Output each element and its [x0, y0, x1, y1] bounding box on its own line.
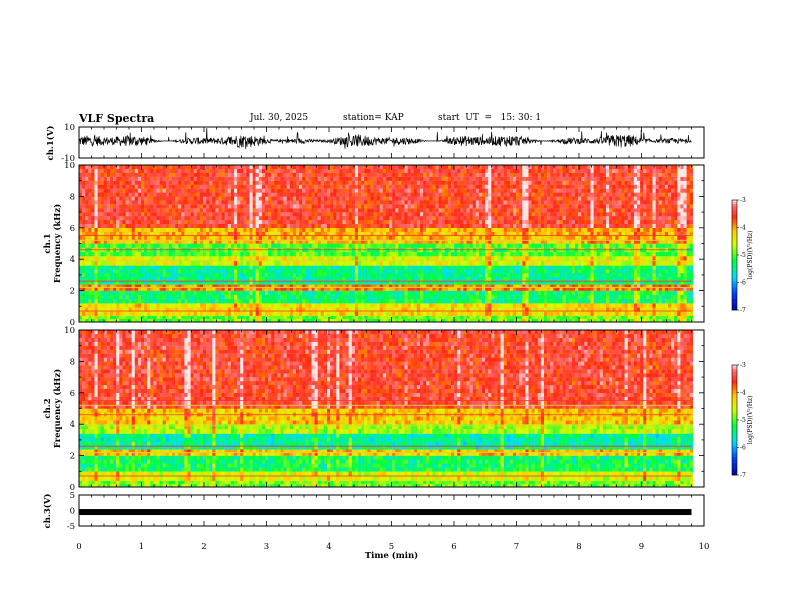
ch1-spectrogram-tone-lines [79, 235, 692, 312]
figure-title: VLF Spectra [79, 112, 155, 125]
ch1-spectrogram-ylabel: Frequency (kHz) [52, 204, 63, 283]
ch3-ytick: 0 [70, 507, 75, 517]
ch2-spectrogram-ytick: 2 [70, 452, 75, 462]
ch2-spectrogram-colorbar [731, 364, 739, 476]
ch2-spectrogram-colorbar-label: log(PSD)(V²/Hz) [747, 396, 754, 445]
ch3-waveform-xticks [78, 495, 705, 526]
ch1-spectrogram-ytick: 6 [70, 224, 75, 234]
ch1-spectrogram-ytick: 0 [70, 318, 75, 328]
ch2-spectrogram-tone-lines [79, 400, 692, 477]
xaxis-tick-10: 10 [699, 542, 710, 552]
ch2-spectrogram-ytick: 6 [70, 389, 75, 399]
xaxis-tick-2: 2 [201, 542, 206, 552]
ch1-spectrogram-yticks [79, 164, 704, 323]
ch2-spectrogram-ylabel: Frequency (kHz) [52, 369, 63, 448]
ch2-spectrogram-ytick: 4 [70, 420, 75, 430]
ch1-ytick-bottom: -10 [61, 154, 75, 164]
ch2-spectrogram-channel-label: ch.2 [43, 398, 53, 418]
ch1-spectrogram-channel-label: ch.1 [43, 233, 53, 253]
ch2-spectrogram-colorbar-tick: -3 [740, 362, 746, 369]
ch1-spectrogram-colorbar-label: log(PSD)(V²/Hz) [747, 231, 754, 280]
ch1-ytick-top: 10 [64, 123, 75, 133]
ch3-ytick: 5 [70, 491, 75, 501]
ch1-spectrogram-colorbar-tick: -7 [740, 307, 746, 314]
ch2-spectrogram-cells [79, 330, 693, 488]
ch2-spectrogram-colorbar-tick: -6 [740, 445, 746, 452]
ch1-waveform-xticks [78, 127, 705, 158]
xaxis-tick-3: 3 [264, 542, 269, 552]
ch3-waveform-line [79, 509, 692, 516]
start-time-label: start UT = 15: 30: 1 [438, 113, 542, 123]
ch3-waveform-ylabel: ch.3(V) [42, 494, 53, 529]
ch1-spectrogram-colorbar-tick: -4 [740, 225, 746, 232]
xaxis-tick-9: 9 [639, 542, 644, 552]
xaxis-tick-5: 5 [389, 542, 394, 552]
ch1-waveform-line [78, 127, 692, 150]
ch2-spectrogram-ytick: 10 [64, 326, 75, 336]
ch2-spectrogram-colorbar-tick: -7 [740, 472, 746, 479]
date-label: Jul. 30, 2025 [250, 113, 309, 123]
xaxis-tick-1: 1 [139, 542, 144, 552]
ch1-spectrogram-colorbar [731, 199, 739, 311]
ch1-spectrogram-cells [79, 165, 693, 323]
ch1-spectrogram-ytick: 10 [64, 161, 75, 171]
station-label: station= KAP [343, 113, 404, 123]
ch2-spectrogram-ytick: 0 [70, 483, 75, 493]
ch2-spectrogram-ytick: 8 [70, 357, 75, 367]
ch3-ytick: -5 [67, 522, 75, 532]
ch2-spectrogram-yticks [79, 329, 704, 488]
xaxis-tick-0: 0 [76, 542, 81, 552]
ch2-spectrogram-xticks [78, 330, 705, 487]
ch1-waveform-ylabel: ch.1(V) [45, 126, 56, 161]
xaxis-tick-7: 7 [514, 542, 519, 552]
ch2-spectrogram-colorbar-tick: -5 [740, 417, 746, 424]
xaxis-tick-4: 4 [326, 542, 331, 552]
xaxis-label: Time (min) [365, 550, 418, 561]
ch1-spectrogram-colorbar-tick: -6 [740, 280, 746, 287]
ch1-spectrogram-ytick: 4 [70, 255, 75, 265]
xaxis-tick-6: 6 [451, 542, 456, 552]
ch1-spectrogram-ytick: 8 [70, 192, 75, 202]
ch2-spectrogram-colorbar-tick: -4 [740, 390, 746, 397]
ch1-spectrogram-colorbar-tick: -3 [740, 197, 746, 204]
ch1-spectrogram-ytick: 2 [70, 287, 75, 297]
ch1-spectrogram-colorbar-tick: -5 [740, 252, 746, 259]
ch1-spectrogram-xticks [78, 165, 705, 322]
xaxis-tick-8: 8 [576, 542, 581, 552]
